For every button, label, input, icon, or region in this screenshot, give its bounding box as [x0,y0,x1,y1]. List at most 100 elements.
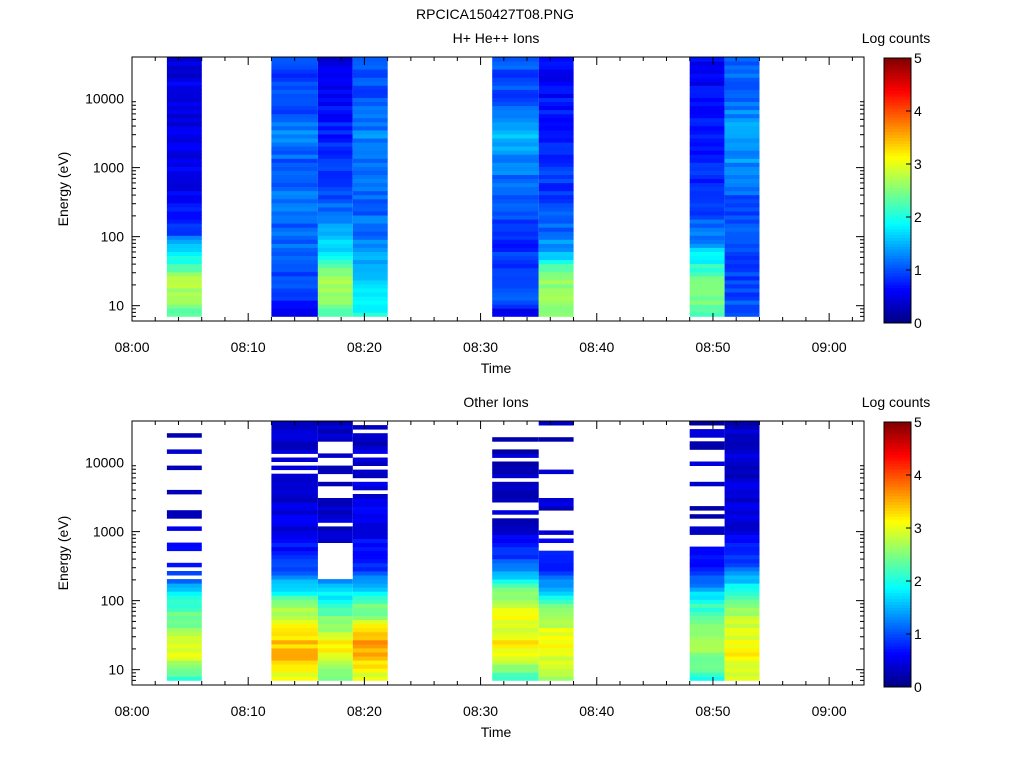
data-cell [317,425,353,430]
data-cell [271,125,318,131]
colorbar-segment [884,72,911,77]
data-cell [271,239,318,244]
time-column [352,425,388,681]
data-cell [166,465,202,471]
data-cell [538,186,574,192]
data-cell [492,465,539,471]
data-cell [689,170,725,175]
colorbar-segment [884,460,911,464]
colorbar-segment [884,666,911,670]
colorbar-segment [884,155,911,159]
colorbar-segment [884,660,911,664]
colorbar-tick-label: 2 [914,573,922,589]
colorbar-segment [884,305,911,309]
data-cell [317,219,353,224]
data-cell [689,243,725,248]
data-cell [689,182,725,188]
data-cell [317,579,353,584]
data-cell [352,150,388,155]
data-cell [724,627,760,633]
colorbar-segment [884,96,911,100]
data-cell [317,243,353,248]
data-cell [352,526,388,531]
colorbar-segment [884,613,911,617]
data-cell [724,174,760,179]
data-cell [538,437,574,442]
colorbar-segment [884,475,911,479]
colorbar-segment [884,530,911,535]
data-cell [317,672,353,677]
data-cell [724,615,760,620]
data-cell [492,485,539,491]
data-cell [538,109,574,115]
data-cell [352,648,388,653]
data-cell [689,292,725,297]
data-cell [271,603,318,608]
data-cell [724,284,760,289]
data-cell [492,223,539,228]
data-cell [352,615,388,620]
data-cell [724,441,760,446]
data-cell [317,498,353,503]
colorbar-segment [884,302,911,306]
data-cell [271,243,318,248]
data-cell [689,656,725,661]
data-cell [271,263,318,269]
data-cell [271,312,318,317]
data-cell [317,73,353,78]
data-cell [317,150,353,155]
data-cell [538,243,574,248]
colorbar-segment [884,275,911,280]
data-cell [538,599,574,604]
time-column [724,421,760,681]
data-cell [689,514,725,519]
colorbar-segment [884,495,911,500]
colorbar-segment [884,211,911,215]
data-cell [352,554,388,560]
data-cell [317,81,353,86]
data-cell [317,639,353,645]
data-cell [271,235,318,240]
data-cell [538,227,574,232]
data-cell [538,105,574,111]
colorbar-segment [884,607,911,611]
data-cell [352,138,388,143]
data-cell [271,607,318,612]
time-column [352,57,388,317]
data-cell [724,664,760,669]
data-cell [724,279,760,285]
colorbar-segment [884,454,911,458]
y-tick-label: 10000 [85,91,124,107]
data-cell [317,481,353,487]
data-cell [538,668,574,673]
data-cell [538,89,574,94]
colorbar: 0 1 2 3 4 5 Log counts [862,394,931,695]
data-cell [271,643,318,649]
data-cell [166,77,202,82]
data-cell [317,296,353,301]
colorbar-segment [884,237,911,242]
data-cell [166,668,202,673]
plot-frame [131,420,865,686]
data-cell [317,635,353,641]
data-cell [271,473,318,479]
data-cell [352,571,388,576]
data-cell [166,211,202,216]
data-cell [724,207,760,212]
data-cell [538,113,574,119]
data-cell [538,288,574,293]
data-cell [689,109,725,115]
data-cell [352,300,388,305]
data-cell [689,583,725,588]
time-column [166,57,202,317]
data-cell [166,202,202,208]
data-cell [689,239,725,244]
colorbar-segment [884,516,911,520]
colorbar-tick-label: 4 [914,103,922,119]
data-cell [492,562,539,568]
data-cell [352,178,388,184]
data-cell [492,489,539,495]
data-cell [352,215,388,220]
data-cell [352,587,388,592]
data-cell [492,61,539,66]
